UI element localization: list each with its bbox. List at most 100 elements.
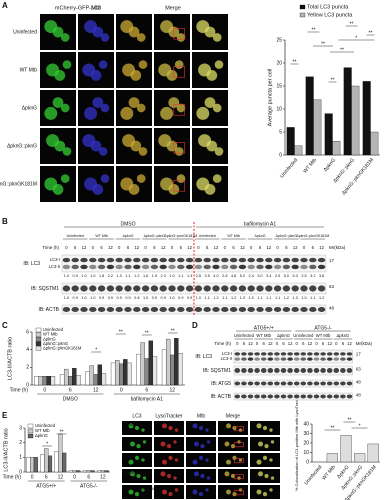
quant-value: 1.6 <box>143 274 148 278</box>
band <box>115 264 123 270</box>
significance: * <box>95 347 97 353</box>
time-label: Time (h) <box>42 245 59 250</box>
time-value: 12 <box>161 245 166 250</box>
cell-signal <box>92 26 104 38</box>
band <box>333 357 340 361</box>
cell-signal <box>256 459 262 465</box>
y-tick-label: 40 <box>303 421 309 427</box>
time-value: 0 <box>92 245 95 250</box>
band <box>293 394 300 399</box>
cell-signal <box>54 140 66 152</box>
band <box>260 394 267 399</box>
cell-signal <box>198 455 204 460</box>
band <box>106 285 115 292</box>
cell-signal <box>205 488 209 492</box>
quant-value: 3.6 <box>319 274 324 278</box>
group-label: Uninfected <box>234 333 255 338</box>
row-label: ΔpknG <box>124 455 136 459</box>
cell-signal <box>192 423 198 429</box>
band <box>280 357 287 361</box>
band <box>320 381 326 386</box>
band <box>97 285 106 292</box>
band <box>62 264 71 270</box>
time-value: 12 <box>308 341 313 346</box>
cell-signal <box>200 444 205 449</box>
bar <box>332 141 341 156</box>
cell-signal <box>269 458 273 462</box>
cell-signal <box>160 471 166 477</box>
bar <box>165 338 171 386</box>
bar <box>40 454 45 473</box>
bar <box>367 443 379 463</box>
time-value: 12 <box>268 341 273 346</box>
time-value: 0 <box>276 341 279 346</box>
group-label: ΔpknG::pknG <box>144 234 166 238</box>
group-label: bafilomycin A1 <box>131 396 163 402</box>
y-axis-label: LC3-II/ACTB ratio <box>3 428 9 471</box>
band <box>309 264 317 270</box>
cell-signal <box>141 458 145 462</box>
zoom-box <box>234 490 244 496</box>
band <box>309 257 317 263</box>
band <box>124 257 132 263</box>
quant-value: 5.0 <box>284 274 289 278</box>
band <box>62 257 71 263</box>
band <box>254 381 260 386</box>
quant-value: 4.0 <box>213 274 218 278</box>
band <box>159 257 167 263</box>
band <box>194 264 203 270</box>
group-label: Uninfected <box>199 234 216 238</box>
cell-signal <box>212 174 222 183</box>
band <box>212 257 220 263</box>
band <box>97 257 106 263</box>
time-value: 12 <box>319 245 324 250</box>
significance: ** <box>350 21 354 27</box>
cell-signal <box>212 103 222 113</box>
cell-signal <box>173 440 177 444</box>
legend-label: Total LC3 puncta <box>307 4 349 10</box>
condition-label: DMSO <box>121 221 136 227</box>
band <box>89 264 97 270</box>
x-axis-label: Time (h) <box>3 474 22 480</box>
bar <box>351 85 360 156</box>
bar <box>152 356 158 386</box>
time-value: 6 <box>322 341 325 346</box>
band <box>282 285 291 292</box>
band <box>265 264 273 270</box>
zoom-box <box>173 142 185 154</box>
band <box>168 306 176 313</box>
legend-label: ΔpknG <box>43 336 56 341</box>
cell-signal <box>173 476 177 480</box>
cell-signal <box>168 455 173 460</box>
cell-signal <box>174 488 179 492</box>
cell-signal <box>92 184 104 195</box>
band <box>287 381 293 386</box>
cell-signal <box>214 60 224 69</box>
quant-value: 0.9 <box>108 296 113 300</box>
bar <box>82 470 88 473</box>
blot-strip <box>233 365 353 376</box>
quant-value: 1.0 <box>169 296 174 300</box>
cell-signal <box>129 441 136 447</box>
time-value: 6 <box>312 245 315 250</box>
quant-value: 5.3 <box>293 274 298 278</box>
group-label: ATG5+/+ <box>36 483 56 489</box>
band <box>238 257 247 263</box>
band <box>247 357 254 361</box>
x-tick-label: 6 <box>145 387 148 393</box>
band <box>307 357 313 361</box>
x-tick-label: 6 <box>45 474 48 480</box>
band <box>106 306 115 313</box>
mr-marker: 63 <box>356 366 362 371</box>
band <box>300 306 308 313</box>
legend-swatch <box>299 12 306 18</box>
cell-signal <box>174 60 184 69</box>
mr-header: Mr(kDa) <box>329 245 346 250</box>
group-label: WT Mtb <box>256 333 271 338</box>
band <box>346 357 353 361</box>
group-label: Uninfected <box>293 333 314 338</box>
cell-signal <box>200 473 205 479</box>
y-tick-label: 0 <box>279 152 282 158</box>
time-value: 0 <box>65 245 68 250</box>
bar <box>26 457 31 473</box>
